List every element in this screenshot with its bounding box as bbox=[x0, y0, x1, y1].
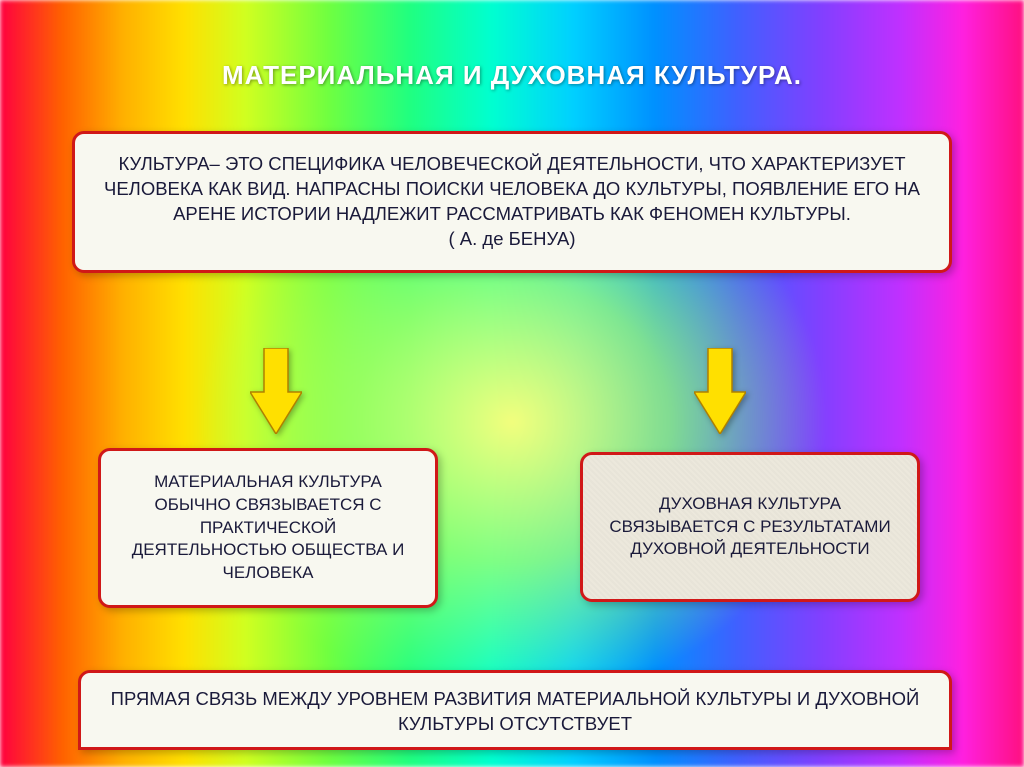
box-spiritual-culture: ДУХОВНАЯ КУЛЬТУРА СВЯЗЫВАЕТСЯ С РЕЗУЛЬТА… bbox=[580, 452, 920, 602]
arrow-right bbox=[694, 348, 746, 434]
slide-title: МАТЕРИАЛЬНАЯ И ДУХОВНАЯ КУЛЬТУРА. bbox=[50, 60, 974, 91]
slide-content: МАТЕРИАЛЬНАЯ И ДУХОВНАЯ КУЛЬТУРА. КУЛЬТУ… bbox=[0, 0, 1024, 767]
arrow-left bbox=[250, 348, 302, 434]
quote-text: КУЛЬТУРА– ЭТО СПЕЦИФИКА ЧЕЛОВЕЧЕСКОЙ ДЕЯ… bbox=[97, 152, 927, 227]
quote-author: ( А. де БЕНУА) bbox=[97, 227, 927, 252]
box-bottom-conclusion: ПРЯМАЯ СВЯЗЬ МЕЖДУ УРОВНЕМ РАЗВИТИЯ МАТЕ… bbox=[78, 670, 952, 750]
quote-box: КУЛЬТУРА– ЭТО СПЕЦИФИКА ЧЕЛОВЕЧЕСКОЙ ДЕЯ… bbox=[72, 131, 952, 273]
box-material-culture: МАТЕРИАЛЬНАЯ КУЛЬТУРА ОБЫЧНО СВЯЗЫВАЕТСЯ… bbox=[98, 448, 438, 608]
box-left-text: МАТЕРИАЛЬНАЯ КУЛЬТУРА ОБЫЧНО СВЯЗЫВАЕТСЯ… bbox=[123, 471, 413, 586]
box-right-text: ДУХОВНАЯ КУЛЬТУРА СВЯЗЫВАЕТСЯ С РЕЗУЛЬТА… bbox=[605, 493, 895, 562]
box-bottom-text: ПРЯМАЯ СВЯЗЬ МЕЖДУ УРОВНЕМ РАЗВИТИЯ МАТЕ… bbox=[111, 688, 920, 734]
